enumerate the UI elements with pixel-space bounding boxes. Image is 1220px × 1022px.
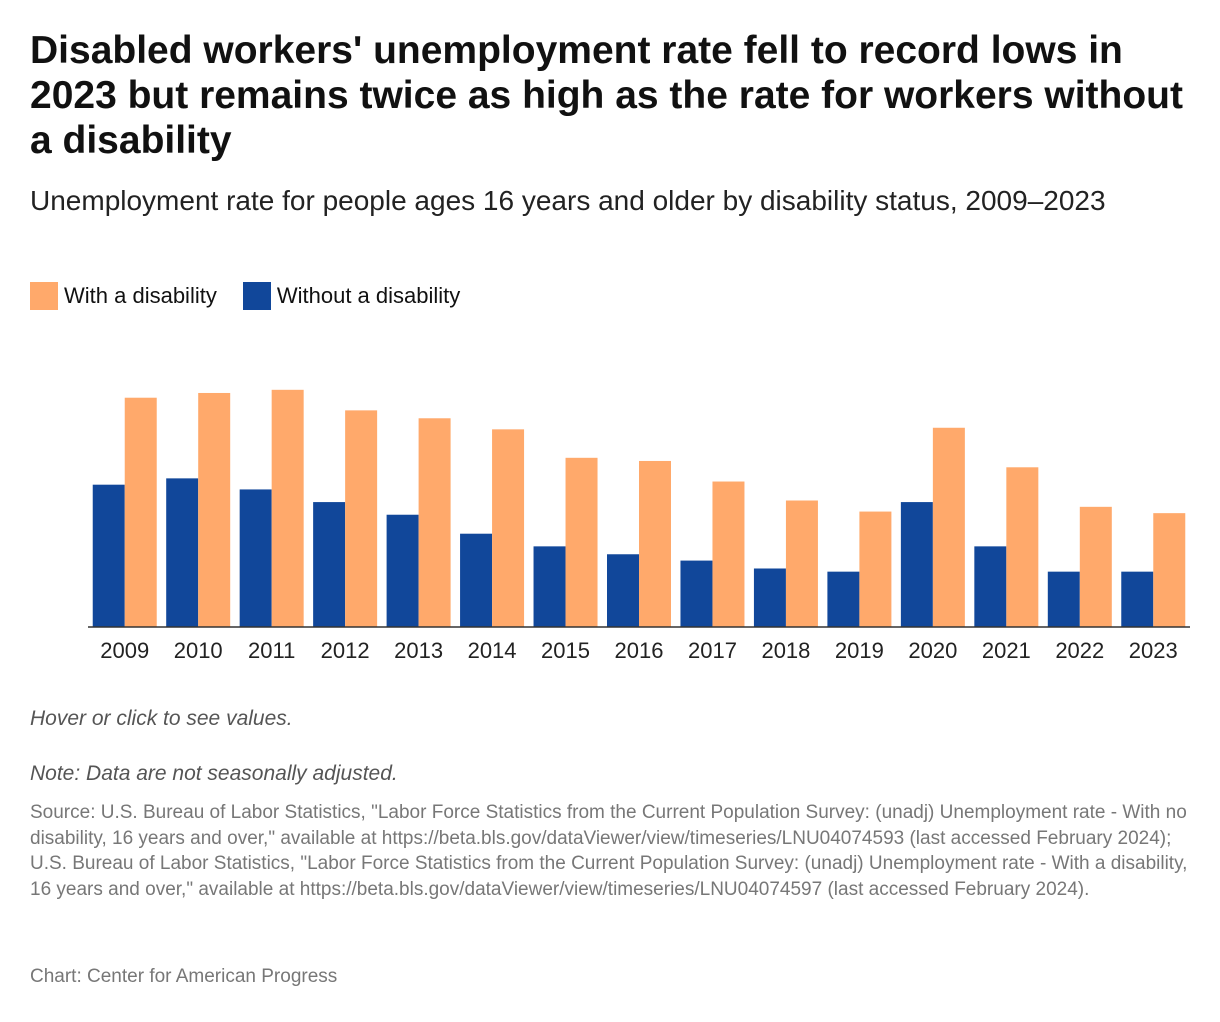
bar[interactable] [900,502,933,627]
legend-swatch [30,282,58,310]
legend-item: With a disability [30,282,217,310]
chart-title: Disabled workers' unemployment rate fell… [30,29,1183,162]
bar[interactable] [124,397,157,627]
legend-label: With a disability [64,283,217,308]
bar[interactable] [1121,571,1154,627]
bar[interactable] [166,478,199,627]
bar[interactable] [753,568,786,627]
x-tick-label: 2014 [468,638,517,663]
x-tick-label: 2019 [835,638,884,663]
x-tick-label: 2016 [615,638,664,663]
x-tick-label: 2017 [688,638,737,663]
bar[interactable] [239,489,272,627]
note: Note: Data are not seasonally adjusted. [30,762,398,785]
hover-hint: Hover or click to see values. [30,707,293,730]
bar[interactable] [827,571,860,627]
bar[interactable] [607,554,639,627]
bar[interactable] [1006,467,1039,627]
bar[interactable] [859,511,892,627]
bar[interactable] [712,481,745,627]
bar[interactable] [565,457,598,627]
bar[interactable] [1079,506,1112,627]
source: Source: U.S. Bureau of Labor Statistics,… [30,802,1188,900]
bar[interactable] [313,502,346,627]
bar[interactable] [460,533,493,627]
bar[interactable] [932,427,965,627]
x-tick-label: 2021 [982,638,1031,663]
x-tick-label: 2012 [321,638,370,663]
x-tick-label: 2022 [1055,638,1104,663]
legend: With a disability Without a disability [30,282,460,310]
legend-swatch [242,282,271,310]
x-tick-label: 2020 [908,638,957,663]
bar[interactable] [92,484,125,627]
legend-item: Without a disability [242,282,461,310]
x-tick-label: 2018 [761,638,810,663]
x-tick-label: 2013 [394,638,443,663]
bar[interactable] [198,392,231,627]
bar[interactable] [386,514,419,627]
x-tick-label: 2011 [248,638,295,663]
bar[interactable] [639,460,671,627]
bar[interactable] [974,546,1007,627]
bar[interactable] [345,410,378,627]
x-tick-label: 2015 [541,638,590,663]
x-tick-label: 2023 [1129,638,1178,663]
bar[interactable] [680,560,713,627]
chart-subtitle: Unemployment rate for people ages 16 yea… [30,185,1106,216]
bar[interactable] [1153,513,1186,627]
bar[interactable] [785,500,818,628]
bar[interactable] [271,389,304,627]
legend-label: Without a disability [276,283,461,308]
bar[interactable] [1047,571,1080,627]
x-tick-label: 2010 [174,638,223,663]
bar[interactable] [533,546,566,627]
credit: Chart: Center for American Progress [30,966,338,987]
x-tick-label: 2009 [100,638,149,663]
chart: 2009 2010 2011 2012 2013 2014 2015 2016 2017 2018… [88,389,1190,663]
bar[interactable] [418,418,451,627]
bar[interactable] [492,429,525,627]
